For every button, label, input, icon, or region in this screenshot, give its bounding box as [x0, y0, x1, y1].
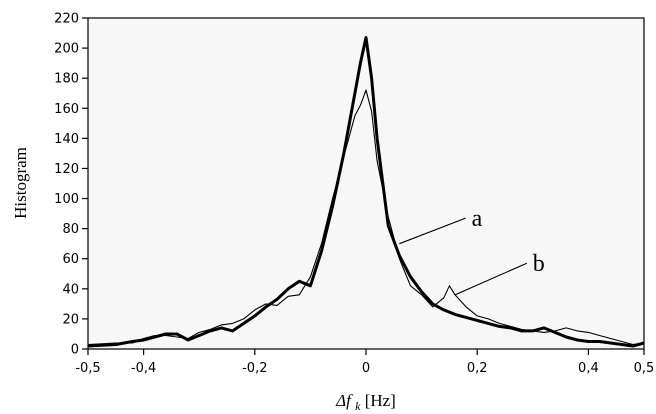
- x-axis-label-subscript: k: [355, 399, 361, 413]
- series-layer: [87, 36, 645, 348]
- y-tick-label: 40: [62, 282, 79, 297]
- y-tick-label: 120: [54, 162, 79, 177]
- y-tick-label: 0: [71, 343, 79, 358]
- x-tick-label: -0,2: [242, 361, 267, 376]
- series-line-a: [87, 36, 645, 348]
- x-axis-label: Δf k [Hz]: [335, 391, 396, 414]
- y-tick-label: 80: [62, 222, 79, 237]
- x-tick-label: -0,5: [75, 361, 100, 376]
- y-tick-label: 60: [62, 252, 79, 267]
- annotation-leader-b: [454, 262, 528, 296]
- y-tick-label: 100: [54, 192, 79, 207]
- x-tick-label: -0,4: [131, 361, 156, 376]
- annotation-layer: ab: [399, 206, 545, 296]
- y-tick-label: 20: [62, 312, 79, 327]
- y-axis-label: Histogram: [11, 147, 30, 219]
- x-tick-label: 0,4: [578, 361, 599, 376]
- y-tick-label: 140: [54, 132, 79, 147]
- annotation-leader-a: [399, 217, 466, 245]
- x-tick-label: 0,2: [467, 361, 488, 376]
- y-tick-label: 200: [54, 42, 79, 57]
- y-tick-label: 160: [54, 102, 79, 117]
- x-axis-label-prefix: Δf: [335, 391, 353, 410]
- annotation-label-b: b: [533, 251, 545, 277]
- y-tick-label: 220: [54, 12, 79, 27]
- y-tick-label: 180: [54, 72, 79, 87]
- plot-area: [87, 17, 645, 350]
- x-tick-label: 0: [362, 361, 370, 376]
- x-tick-label: 0,5: [634, 361, 655, 376]
- x-axis: -0,5 -0,4 -0,2 0 0,2 0,4 0,5: [75, 349, 654, 376]
- annotation-label-a: a: [472, 206, 483, 232]
- y-axis: 0 20 40 60 80 100 120 140 160 180 200 220: [54, 12, 88, 358]
- x-axis-label-unit: [Hz]: [365, 391, 396, 410]
